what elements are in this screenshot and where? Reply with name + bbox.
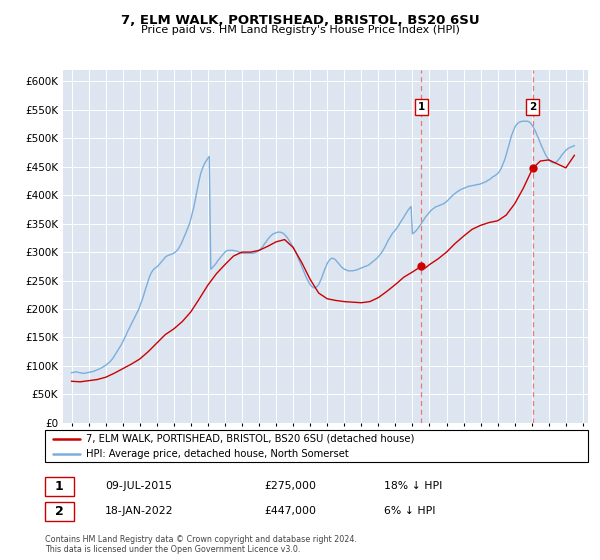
Text: 7, ELM WALK, PORTISHEAD, BRISTOL, BS20 6SU: 7, ELM WALK, PORTISHEAD, BRISTOL, BS20 6… bbox=[121, 14, 479, 27]
Text: 1: 1 bbox=[55, 480, 64, 493]
Text: 18-JAN-2022: 18-JAN-2022 bbox=[105, 506, 173, 516]
Text: HPI: Average price, detached house, North Somerset: HPI: Average price, detached house, Nort… bbox=[86, 449, 349, 459]
Text: £275,000: £275,000 bbox=[264, 481, 316, 491]
Text: 2: 2 bbox=[55, 505, 64, 518]
Text: Price paid vs. HM Land Registry's House Price Index (HPI): Price paid vs. HM Land Registry's House … bbox=[140, 25, 460, 35]
Text: 7, ELM WALK, PORTISHEAD, BRISTOL, BS20 6SU (detached house): 7, ELM WALK, PORTISHEAD, BRISTOL, BS20 6… bbox=[86, 433, 414, 444]
Text: £447,000: £447,000 bbox=[264, 506, 316, 516]
Text: 1: 1 bbox=[418, 102, 425, 112]
Text: Contains HM Land Registry data © Crown copyright and database right 2024.
This d: Contains HM Land Registry data © Crown c… bbox=[45, 535, 357, 554]
Text: 09-JUL-2015: 09-JUL-2015 bbox=[105, 481, 172, 491]
Text: 6% ↓ HPI: 6% ↓ HPI bbox=[384, 506, 436, 516]
Text: 2: 2 bbox=[529, 102, 536, 112]
Text: 18% ↓ HPI: 18% ↓ HPI bbox=[384, 481, 442, 491]
